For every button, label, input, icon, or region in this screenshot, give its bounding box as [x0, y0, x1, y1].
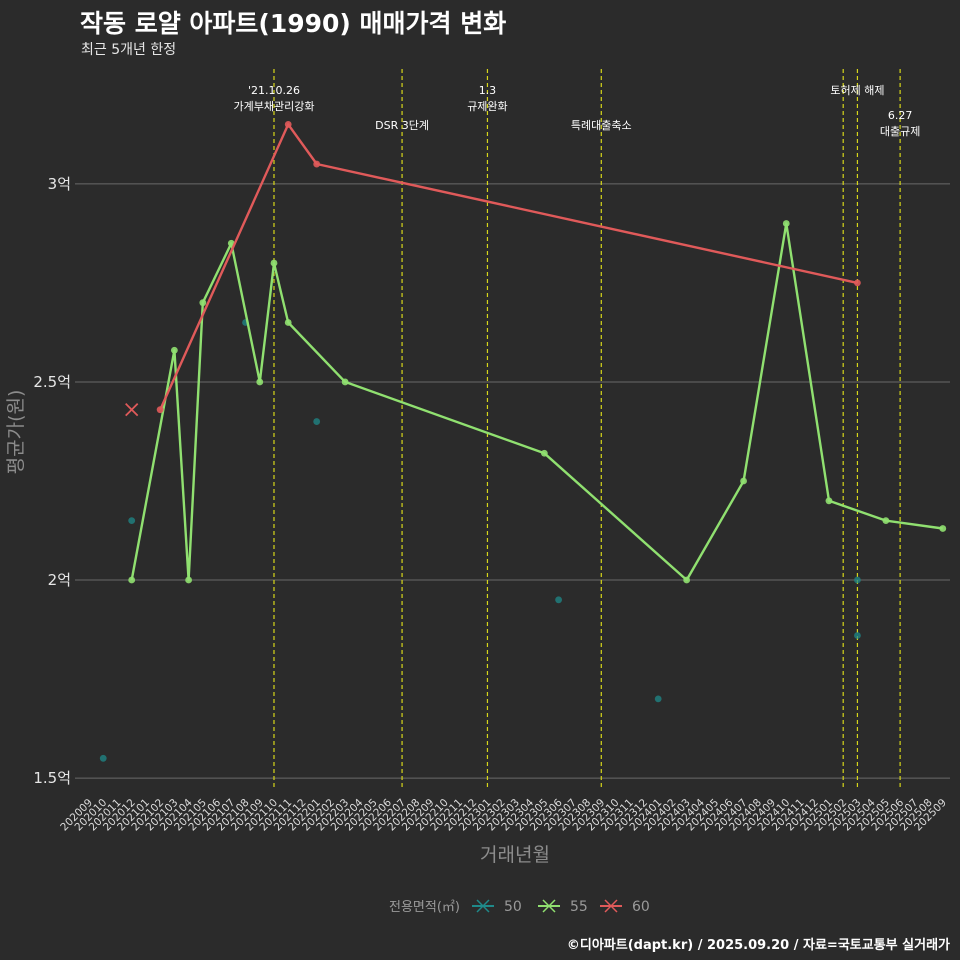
data-point-55	[882, 517, 890, 525]
chart-subtitle: 최근 5개년 한정	[81, 42, 177, 58]
data-point-55	[825, 497, 833, 505]
y-tick-label: 2.5억	[33, 373, 71, 391]
chart-title: 작동 로얄 아파트(1990) 매매가격 변화	[80, 9, 507, 38]
y-tick-label: 3억	[48, 175, 71, 193]
cross-marker	[125, 403, 139, 417]
source-caption: ©디아파트(dapt.kr) / 2025.09.20 / 자료=국토교통부 실…	[566, 938, 950, 953]
data-point-55	[256, 378, 264, 386]
annotation-label: 대출규제	[880, 125, 920, 138]
data-point-50	[854, 576, 861, 584]
annotation-label: '21.10.26	[248, 84, 300, 97]
data-point-55	[341, 378, 349, 386]
legend-key-cross	[476, 899, 490, 913]
data-point-55	[199, 299, 207, 307]
data-point-60	[156, 406, 164, 414]
data-point-50	[654, 695, 662, 703]
series-layer	[99, 121, 947, 762]
data-point-55	[270, 259, 278, 267]
data-point-55	[782, 220, 790, 227]
legend-key-cross	[542, 899, 556, 913]
data-point-55	[540, 449, 548, 457]
legend-title: 전용면적(㎡)	[389, 900, 460, 915]
data-point-55	[683, 576, 691, 584]
data-point-55	[170, 346, 178, 354]
y-tick-label: 1.5억	[33, 769, 71, 787]
y-axis-title: 평균가(원)	[5, 390, 27, 475]
data-point-55	[284, 319, 292, 326]
legend-key-cross	[604, 899, 618, 913]
annotation-label: DSR 3단계	[375, 119, 429, 132]
annotation-label: 토허제 해제	[830, 83, 884, 97]
annotation-label: 특례대출축소	[571, 119, 632, 132]
data-point-55	[185, 576, 193, 584]
series-line-60	[159, 123, 858, 411]
policy-lines	[273, 69, 901, 790]
data-point-50	[99, 754, 107, 762]
legend-label: 55	[570, 899, 588, 915]
data-point-55	[740, 477, 747, 485]
data-point-60	[284, 121, 292, 128]
data-point-50	[313, 418, 321, 425]
data-point-60	[854, 279, 861, 287]
series-line-55	[130, 222, 943, 582]
y-tick-label: 2억	[48, 571, 71, 589]
x-axis-title: 거래년월	[480, 844, 550, 866]
data-point-50	[128, 517, 136, 525]
x-axis: 2020092020102020112020122021012021022021…	[58, 796, 949, 833]
annotation-label: 6.27	[888, 109, 913, 122]
data-point-60	[313, 160, 321, 168]
data-point-50	[854, 632, 861, 639]
data-point-55	[128, 576, 136, 584]
annotation-label: 규제완화	[467, 100, 507, 113]
annotation-label: 1.3	[479, 84, 497, 97]
data-point-50	[555, 596, 562, 604]
legend: 전용면적(㎡) 50 55 60	[389, 899, 650, 915]
y-axis: 1.5억 2억 2.5억 3억	[33, 175, 71, 787]
legend-label: 60	[632, 899, 650, 915]
annotation-label: 가계부채관리강화	[234, 100, 315, 113]
data-point-55	[939, 525, 947, 532]
gridlines	[75, 183, 950, 779]
legend-label: 50	[504, 899, 522, 915]
